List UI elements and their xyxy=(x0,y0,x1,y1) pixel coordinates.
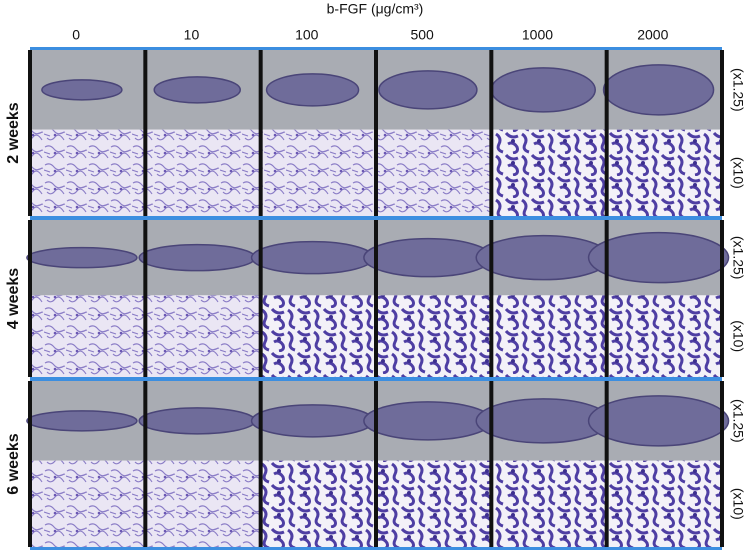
magnified-panel xyxy=(30,460,146,547)
tissue-section xyxy=(138,407,256,435)
magnified-panel xyxy=(606,460,722,547)
row-label: 6 weeks xyxy=(5,433,22,494)
panel-divider xyxy=(720,50,724,216)
row-border xyxy=(30,547,722,550)
magnification-label: (x10) xyxy=(730,488,746,520)
tissue-section xyxy=(250,240,375,275)
tissue-section xyxy=(490,67,596,113)
column-label: 500 xyxy=(410,27,434,43)
magnified-panel xyxy=(606,129,722,216)
panel-divider xyxy=(374,220,378,377)
magnified-panel xyxy=(145,295,261,377)
tissue-section xyxy=(153,76,241,104)
tissue-section xyxy=(587,231,730,284)
magnified-panel xyxy=(145,129,261,216)
panel-divider xyxy=(720,381,724,547)
magnification-label: (x1.25) xyxy=(730,399,746,443)
panel-divider xyxy=(28,220,32,377)
magnified-panel xyxy=(606,295,722,377)
row-border xyxy=(30,217,722,220)
column-label: 2000 xyxy=(637,27,668,43)
panel-divider xyxy=(258,381,263,547)
magnified-panel xyxy=(376,460,492,547)
magnified-panel xyxy=(260,295,376,377)
magnification-label: (x10) xyxy=(730,320,746,352)
column-label: 100 xyxy=(295,27,319,43)
panel-divider xyxy=(489,220,494,377)
magnification-label: (x1.25) xyxy=(730,68,746,112)
magnification-label: (x1.25) xyxy=(730,236,746,280)
tissue-section xyxy=(138,243,256,272)
tissue-section xyxy=(378,70,478,110)
magnified-panel xyxy=(376,129,492,216)
magnified-panel xyxy=(491,460,607,547)
row-border xyxy=(30,378,722,381)
tissue-section xyxy=(26,246,138,269)
panel-divider xyxy=(28,50,32,216)
magnified-panel xyxy=(260,129,376,216)
magnified-panel xyxy=(260,460,376,547)
magnified-panel xyxy=(491,129,607,216)
panel-divider xyxy=(374,381,378,547)
row-label: 2 weeks xyxy=(5,102,22,163)
tissue-section xyxy=(587,395,730,447)
panel-divider xyxy=(258,50,263,216)
column-label: 10 xyxy=(184,27,200,43)
magnified-panel xyxy=(376,295,492,377)
tissue-section xyxy=(41,79,123,101)
column-label: 0 xyxy=(72,27,80,43)
row-border xyxy=(30,47,722,50)
magnified-panel xyxy=(30,129,146,216)
panel-divider xyxy=(604,50,609,216)
tissue-section xyxy=(250,404,375,438)
tissue-section xyxy=(602,64,715,116)
tissue-section xyxy=(26,410,138,432)
panel-divider xyxy=(143,220,148,377)
magnification-label: (x10) xyxy=(730,157,746,189)
tissue-section xyxy=(363,401,493,441)
panel-divider xyxy=(374,50,378,216)
magnified-panel xyxy=(491,295,607,377)
panel-divider xyxy=(143,381,148,547)
figure-title: b-FGF (μg/cm³) xyxy=(327,1,424,17)
row-label: 4 weeks xyxy=(5,268,22,329)
tissue-section xyxy=(363,237,493,278)
panel-divider xyxy=(143,50,148,216)
panel-divider xyxy=(28,381,32,547)
panel-divider xyxy=(489,50,494,216)
magnified-panel xyxy=(145,460,261,547)
column-label: 1000 xyxy=(522,27,553,43)
tissue-section xyxy=(265,73,360,107)
panel-divider xyxy=(604,381,609,547)
magnified-panel xyxy=(30,295,146,377)
panel-divider xyxy=(604,220,609,377)
panel-divider xyxy=(258,220,263,377)
panel-divider xyxy=(489,381,494,547)
panel-divider xyxy=(720,220,724,377)
panel-grid xyxy=(26,47,730,550)
